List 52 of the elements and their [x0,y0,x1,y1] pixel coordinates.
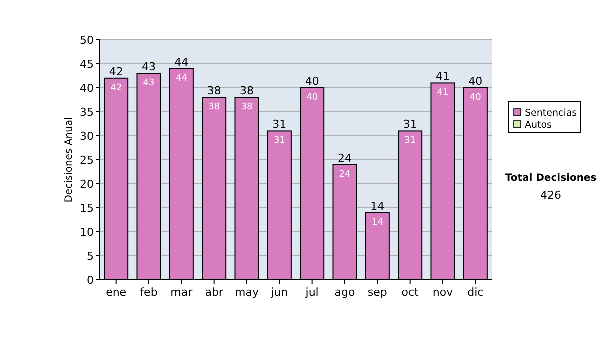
total-label: 38 [240,84,254,98]
y-tick-label: 0 [87,274,94,287]
x-tick-label: ene [106,286,127,299]
x-tick-label: abr [205,286,224,299]
x-tick-label: mar [170,286,194,299]
data-label: 41 [437,88,449,98]
y-tick-label: 35 [80,106,94,119]
data-label: 24 [339,170,351,180]
y-tick-label: 45 [80,58,94,71]
x-tick-label: may [235,286,260,299]
text: 426 [540,189,562,202]
total-label: 44 [174,56,189,69]
y-tick-label: 20 [80,178,94,191]
total-label: 31 [403,118,418,132]
total-label: 38 [207,84,222,98]
y-tick-label: 30 [80,130,94,143]
x-tick-label: jun [270,286,288,299]
total-label: 40 [468,75,483,88]
x-tick-label: sep [368,286,388,299]
data-label: 38 [208,102,220,113]
y-tick-label: 25 [80,154,94,167]
x-tick-label: dic [468,286,484,299]
data-label: 43 [143,78,155,89]
total-label: 40 [305,75,320,88]
x-tick-label: feb [140,286,158,299]
data-label: 44 [176,74,188,84]
data-label: 40 [306,93,318,103]
total-label: 31 [272,118,287,132]
total-label: 14 [370,200,385,213]
total-label: 41 [436,70,450,84]
total-label: 43 [142,60,156,74]
y-tick-label: 10 [80,226,94,239]
total-label: 42 [109,65,124,78]
legend-label: Sentencias [525,108,578,119]
total-label: 24 [338,152,352,165]
data-label: 31 [274,136,286,146]
data-label: 42 [110,83,122,94]
y-axis-title: Decisiones Anual [64,117,75,203]
y-tick-label: 15 [80,202,94,215]
y-tick-label: 50 [80,34,94,47]
data-label: 14 [372,218,384,228]
data-label: 40 [470,93,482,103]
x-tick-label: ago [334,286,356,299]
y-tick-label: 40 [80,82,94,95]
data-label: 31 [404,136,416,146]
x-tick-label: jul [304,286,319,299]
data-label: 38 [241,102,253,113]
legend-label: Autos [525,120,552,131]
text: Total Decisiones [505,173,597,184]
y-tick-label: 5 [87,250,94,263]
x-tick-label: nov [432,286,454,299]
x-tick-label: oct [402,286,420,299]
